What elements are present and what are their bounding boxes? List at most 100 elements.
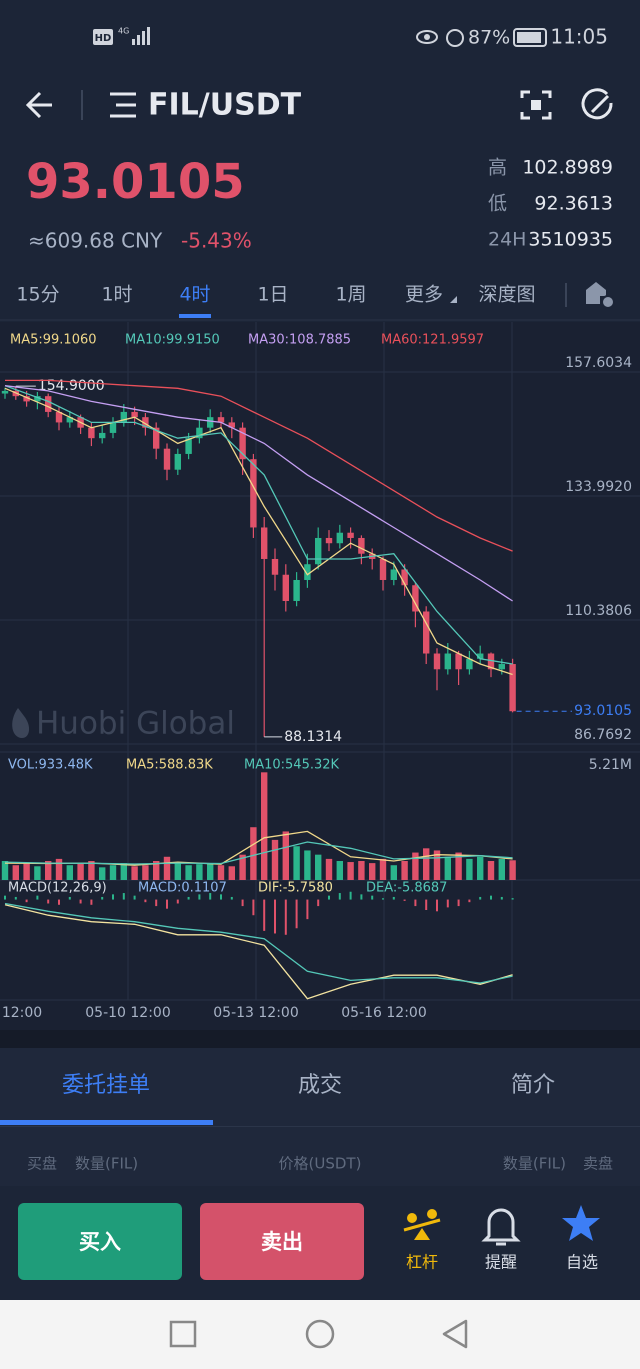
macd-bar [371, 895, 374, 900]
candle-body [477, 653, 484, 659]
legend-entry: MA10:99.9150 [125, 333, 220, 348]
nav-home[interactable] [305, 1319, 335, 1349]
interval-tab[interactable]: 1时 [101, 284, 132, 306]
volume-bar [325, 858, 333, 880]
volume-bar [34, 866, 41, 880]
volume-bar [347, 862, 354, 880]
settings-icon[interactable] [586, 282, 615, 309]
macd-bar [144, 899, 147, 903]
macd-bar [446, 899, 449, 908]
candle-body [163, 448, 171, 470]
candle-body [131, 411, 138, 418]
volume-bar [109, 865, 117, 880]
separator [0, 1030, 640, 1048]
change-percent: -5.43% [181, 229, 252, 253]
stat-label: 低 [488, 193, 507, 215]
macd-bar [36, 895, 39, 900]
macd-bar [317, 899, 320, 907]
candle-body [498, 664, 505, 670]
candle-body [304, 564, 311, 580]
interval-tab[interactable]: 4时 [179, 284, 210, 306]
candle-body [142, 417, 149, 428]
interval-tab[interactable]: 深度图 [478, 284, 535, 306]
macd-bar [263, 899, 266, 931]
buy-button[interactable] [18, 1203, 182, 1280]
legend-entry: MA10:545.32K [244, 758, 340, 773]
interval-tab[interactable]: 1日 [257, 284, 288, 306]
volume-bar [390, 865, 397, 880]
macd-bar [349, 891, 352, 900]
candle-body [120, 411, 127, 423]
y-tick-label: 157.6034 [565, 355, 632, 371]
interval-tab[interactable]: 1周 [335, 284, 366, 306]
volume-bar [466, 858, 473, 880]
macd-bar [209, 893, 212, 900]
ma-line [4, 385, 513, 602]
alert-icon[interactable] [481, 1208, 521, 1246]
candle-body [401, 569, 408, 586]
stat-value: 92.3613 [534, 193, 613, 215]
nav-recent[interactable] [169, 1320, 197, 1348]
volume-bar [271, 839, 279, 880]
margin-icon[interactable] [403, 1209, 441, 1240]
candle-body [466, 658, 473, 670]
volume-bar [304, 850, 311, 880]
back-button[interactable] [25, 91, 52, 119]
candle-body [45, 396, 52, 412]
macd-bar [112, 894, 114, 900]
nav-label[interactable]: 杠杆 [406, 1253, 438, 1272]
candle-body [239, 427, 246, 460]
nav-back[interactable] [442, 1319, 468, 1349]
interval-tab[interactable]: 更多 [405, 284, 443, 306]
macd-bar [392, 896, 395, 900]
clock: 11:05 [550, 25, 608, 49]
macd-label: MACD:0.1107 [138, 881, 227, 896]
candle-body [261, 527, 268, 559]
candle-body [412, 585, 419, 612]
volume-bar [455, 852, 462, 880]
macd-bar [360, 894, 363, 900]
order-tab[interactable]: 委托挂单 [62, 1073, 150, 1098]
macd-bar [436, 899, 438, 912]
order-tab[interactable]: 简介 [511, 1073, 555, 1098]
macd-bar [241, 899, 244, 907]
network-text: 4G [118, 27, 129, 36]
volume-bar [207, 863, 214, 880]
watermark: Huobi Global [36, 706, 235, 742]
column-header: 价格(USDT) [279, 1155, 362, 1173]
column-header: 数量(FIL) [75, 1155, 138, 1173]
y-tick-label: 86.7692 [574, 727, 632, 743]
min-label: 88.1314 [284, 729, 342, 745]
candle-body [444, 653, 451, 670]
favorite-icon[interactable] [562, 1205, 600, 1241]
refresh-icon[interactable] [581, 88, 613, 120]
candle-body [109, 422, 117, 433]
volume-bar [369, 863, 376, 880]
order-tab[interactable]: 成交 [298, 1073, 342, 1098]
macd-bar [176, 899, 179, 904]
volume-bar [131, 866, 138, 880]
volume-bar [153, 860, 160, 880]
candle-body [1, 390, 9, 394]
macd-line [4, 902, 513, 984]
nav-label[interactable]: 自选 [566, 1253, 598, 1272]
macd-bar [133, 895, 136, 900]
eye-icon [416, 30, 438, 44]
volume-bar [293, 846, 300, 880]
nav-label[interactable]: 提醒 [485, 1253, 517, 1272]
x-tick-label: 05-16 12:00 [341, 1005, 426, 1021]
current-price-label: 93.0105 [574, 703, 632, 719]
x-tick-label: 12:00 [2, 1005, 42, 1021]
menu-icon[interactable] [110, 92, 136, 118]
stat-value: 3510935 [528, 229, 613, 251]
sell-button[interactable] [200, 1203, 364, 1280]
macd-bar [47, 899, 50, 904]
macd-bar [382, 898, 384, 900]
interval-tab[interactable]: 15分 [16, 284, 59, 306]
volume-bar [250, 827, 257, 880]
scan-icon[interactable] [520, 90, 552, 120]
macd-bar [79, 899, 82, 904]
candle-body [66, 417, 73, 423]
macd-bar [122, 893, 125, 900]
